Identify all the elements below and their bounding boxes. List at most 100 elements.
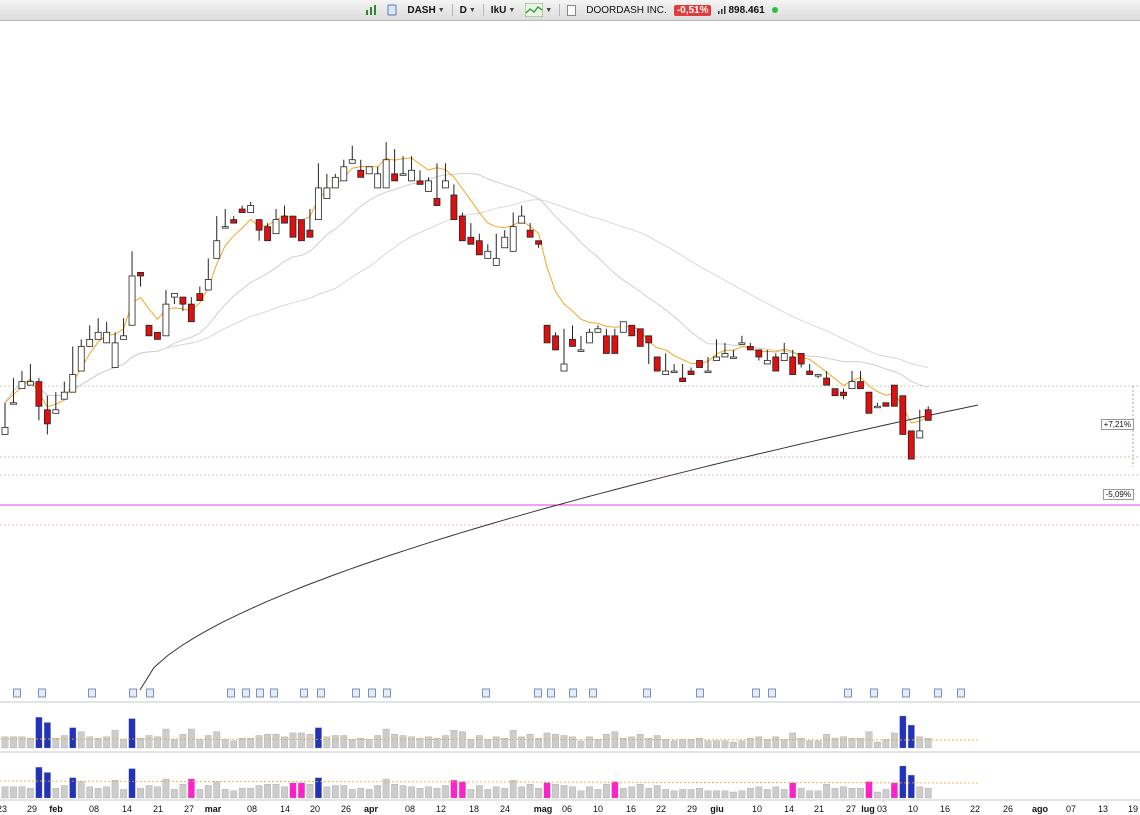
news-marker-icon: [242, 688, 250, 698]
indicator-set-selector[interactable]: IkU ▼: [488, 4, 519, 17]
x-tick-label: 10: [593, 804, 603, 814]
volume-bar-secondary: [120, 789, 127, 799]
volume-bar: [306, 734, 314, 749]
volume-bar-secondary: [679, 789, 686, 799]
candle-body: [221, 226, 229, 229]
volume-bar-secondary: [526, 784, 534, 799]
volume-bar: [154, 736, 161, 749]
volume-bar: [281, 736, 288, 749]
news-marker-icon: [643, 688, 651, 698]
candle-body: [687, 370, 695, 375]
x-tick-label: mag: [534, 804, 553, 814]
volume-bar: [323, 736, 331, 749]
document-icon[interactable]: [564, 4, 579, 17]
candle-body: [755, 349, 763, 358]
candle-body: [374, 173, 382, 189]
candle-body: [204, 279, 212, 291]
candle-body: [543, 324, 551, 344]
volume-bar: [196, 739, 204, 749]
interval-selector[interactable]: D ▼: [457, 4, 479, 17]
x-tick-label: 14: [122, 804, 132, 814]
volume-bar: [467, 739, 475, 749]
candle-body: [763, 360, 771, 365]
volume-bar-secondary: [450, 780, 458, 799]
volume-bar-secondary: [653, 785, 661, 799]
volume-bar-secondary: [552, 784, 559, 799]
candle-body: [679, 377, 686, 383]
volume-bar: [797, 737, 805, 749]
candle-body: [408, 169, 415, 182]
x-tick-label: 26: [1003, 804, 1013, 814]
candle-body: [264, 226, 271, 242]
volume-bar-secondary: [103, 786, 110, 799]
volume-bar: [611, 731, 619, 749]
news-marker-icon: [957, 688, 965, 698]
candle-body: [10, 402, 17, 405]
volume-bar-secondary: [662, 789, 670, 799]
candle-body: [416, 180, 424, 185]
volume-bar-secondary: [882, 789, 890, 799]
x-tick-label: 24: [500, 804, 510, 814]
candle-body: [738, 342, 746, 345]
chart-type-selector[interactable]: ▼: [522, 2, 555, 18]
candle-body: [704, 370, 712, 373]
volume-bar: [738, 740, 746, 749]
volume-readout: 898.461: [715, 4, 767, 17]
volume-bar-secondary: [86, 786, 94, 799]
volume-bar-secondary: [475, 785, 483, 799]
candle-body: [306, 229, 314, 238]
x-tick-label: 26: [341, 804, 351, 814]
volume-bar: [374, 735, 382, 749]
x-tick-label: 14: [280, 804, 290, 814]
volume-bar: [60, 735, 68, 749]
candle-body: [18, 381, 26, 390]
candle-body: [602, 335, 610, 354]
volume-bar-secondary: [315, 777, 322, 799]
news-marker-icon: [256, 688, 264, 698]
volume-bar: [340, 735, 348, 749]
symbol-selector[interactable]: DASH ▼: [404, 4, 447, 17]
volume-bar: [840, 736, 847, 749]
volume-bar: [713, 740, 720, 749]
candle-body: [882, 402, 890, 407]
volume-bar-secondary: [535, 787, 542, 799]
candle-body: [823, 377, 830, 386]
datasheet-icon[interactable]: [384, 3, 400, 17]
volume-bar-secondary: [586, 786, 593, 799]
volume-bar: [264, 734, 271, 749]
company-name: DOORDASH INC.: [586, 4, 667, 16]
candle-body: [238, 208, 246, 213]
candle-body: [560, 363, 568, 372]
volume-bar-secondary: [399, 785, 407, 799]
candle-body: [696, 360, 703, 368]
bars-icon[interactable]: [362, 3, 380, 17]
price-chart[interactable]: 23 29 feb 08 14 21 27 mar 08 14 20 26 apr 08 12 18 24 mag…: [0, 21, 1140, 815]
volume-bar-secondary: [670, 790, 678, 799]
volume-bar-secondary: [281, 786, 288, 799]
volume-bar-secondary: [747, 787, 754, 799]
news-marker-icon: [696, 688, 704, 698]
volume-bar: [823, 734, 830, 749]
volume-bar: [628, 736, 636, 749]
news-marker-icon: [547, 688, 555, 698]
candle-body: [179, 296, 187, 305]
volume-bar-secondary: [628, 786, 636, 799]
volume-bar-secondary: [348, 789, 356, 799]
candle-body: [86, 338, 94, 347]
candle-body: [391, 173, 399, 182]
volume-bar-secondary: [247, 787, 254, 799]
candle-body: [442, 180, 449, 189]
volume-bar-secondary: [755, 786, 763, 799]
candle-body: [162, 303, 170, 337]
volume-bar: [730, 741, 737, 749]
volume-bar: [162, 728, 170, 749]
volume-bar: [831, 737, 839, 749]
chart-toolbar: DASH ▼ D ▼ IkU ▼ ▼ DOORDASH INC. -0,51% …: [0, 0, 1140, 21]
volume-bar-secondary: [179, 784, 187, 799]
candle-body: [916, 430, 924, 439]
volume-bar: [653, 735, 661, 749]
volume-bar: [120, 739, 127, 749]
volume-bar: [907, 724, 915, 749]
volume-bar-secondary: [162, 778, 170, 799]
volume-bar: [806, 740, 814, 749]
